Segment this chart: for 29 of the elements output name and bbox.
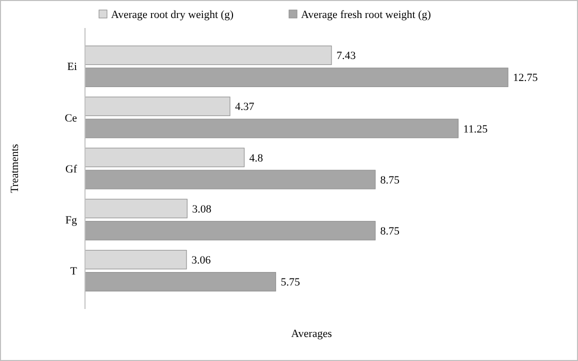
data-label: 8.75 [380, 174, 400, 186]
data-label: 12.75 [513, 72, 538, 84]
data-label: 7.43 [336, 50, 356, 62]
data-label: 3.06 [192, 254, 212, 266]
bar [84, 272, 276, 292]
y-tick-label: Fg [65, 214, 78, 226]
data-label: 4.8 [249, 152, 264, 164]
bar [84, 220, 376, 240]
y-tick-label: Ei [67, 61, 77, 74]
data-label: 5.75 [280, 276, 301, 289]
bar [84, 148, 245, 168]
bar [84, 46, 332, 65]
data-label: 11.25 [463, 123, 488, 136]
bar [84, 96, 230, 116]
x-axis-title: Averages [291, 328, 332, 340]
data-label: 8.75 [380, 225, 400, 238]
data-label: 3.08 [192, 203, 212, 216]
bar [84, 118, 459, 138]
legend-label: Average fresh root weight (g) [301, 8, 432, 21]
bar [84, 198, 188, 218]
y-axis-title: Treatments [9, 144, 21, 194]
y-tick-label: Ce [64, 112, 78, 124]
y-tick-label: Gf [65, 163, 78, 176]
y-tick-label: T [70, 266, 78, 278]
bar [84, 68, 508, 88]
legend-label: Average root dry weight (g) [111, 8, 234, 21]
bar [84, 250, 187, 270]
data-label: 4.37 [234, 101, 255, 114]
bar [84, 170, 376, 190]
